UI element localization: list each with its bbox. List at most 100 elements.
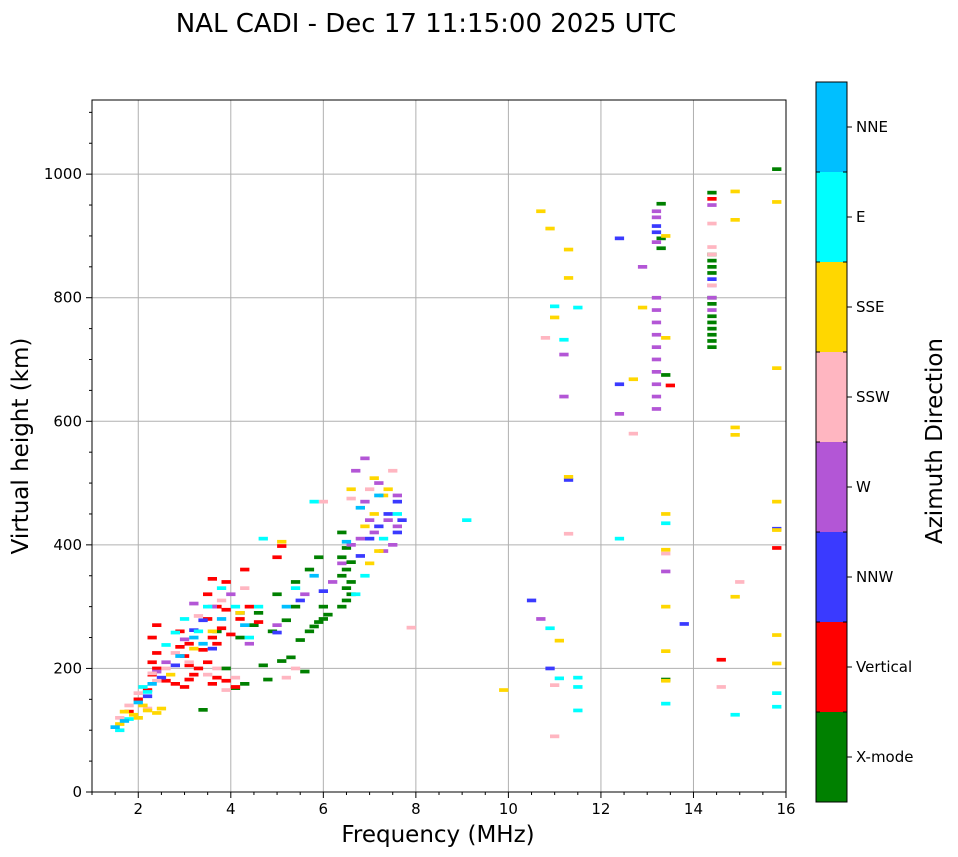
data-point bbox=[272, 630, 282, 635]
data-point bbox=[175, 645, 185, 649]
data-point bbox=[198, 648, 208, 652]
data-point bbox=[656, 201, 666, 206]
colorbar-tick-label: Vertical bbox=[856, 658, 912, 676]
data-point bbox=[661, 551, 671, 556]
data-point bbox=[656, 246, 666, 251]
colorbar-segment bbox=[816, 82, 847, 172]
data-point bbox=[563, 247, 574, 252]
data-point bbox=[295, 638, 305, 642]
data-point bbox=[253, 604, 264, 609]
data-point bbox=[388, 543, 398, 547]
data-point bbox=[651, 224, 662, 228]
data-point bbox=[651, 345, 662, 349]
colorbar: X-mode Vertical NNW W SSW SSE E NNE bbox=[815, 81, 913, 803]
data-point bbox=[216, 617, 227, 621]
data-point bbox=[360, 499, 370, 504]
data-point bbox=[189, 601, 199, 606]
colorbar-tick-label: W bbox=[856, 478, 871, 496]
data-point bbox=[133, 700, 143, 705]
data-point bbox=[304, 567, 315, 572]
plot-area bbox=[92, 100, 786, 792]
data-point bbox=[661, 649, 671, 653]
data-point bbox=[216, 598, 227, 603]
data-point bbox=[170, 630, 180, 635]
data-point bbox=[346, 487, 356, 492]
x-tick-label: 14 bbox=[684, 800, 703, 818]
data-point bbox=[133, 691, 143, 695]
data-point bbox=[637, 265, 648, 269]
data-point bbox=[240, 567, 250, 572]
data-point bbox=[272, 592, 282, 597]
data-points bbox=[110, 167, 782, 739]
data-point bbox=[198, 641, 208, 646]
colorbar-segment bbox=[816, 262, 847, 352]
data-point bbox=[730, 425, 740, 430]
data-point bbox=[651, 407, 662, 411]
data-point bbox=[707, 326, 717, 331]
colorbar-segment bbox=[816, 622, 847, 712]
data-point bbox=[651, 332, 662, 337]
data-point bbox=[360, 524, 370, 529]
data-point bbox=[207, 577, 217, 581]
data-point bbox=[152, 711, 162, 715]
data-point bbox=[314, 555, 324, 560]
data-point bbox=[707, 277, 717, 281]
colorbar-segment bbox=[816, 532, 847, 622]
data-point bbox=[244, 635, 254, 640]
data-point bbox=[341, 598, 352, 603]
colorbar-tick-label: E bbox=[856, 208, 865, 226]
data-point bbox=[772, 499, 782, 504]
data-point bbox=[133, 697, 143, 702]
data-point bbox=[383, 518, 393, 522]
chart-title: NAL CADI - Dec 17 11:15:00 2025 UTC bbox=[176, 9, 676, 39]
data-point bbox=[392, 493, 402, 498]
data-point bbox=[240, 586, 250, 590]
data-point bbox=[661, 336, 671, 340]
data-point bbox=[221, 688, 231, 692]
data-point bbox=[545, 666, 555, 671]
colorbar-segment bbox=[816, 352, 847, 442]
data-point bbox=[221, 666, 231, 671]
data-point bbox=[161, 678, 171, 683]
data-point bbox=[309, 573, 319, 578]
data-point bbox=[147, 671, 157, 676]
data-point bbox=[212, 675, 222, 680]
data-point bbox=[226, 632, 236, 637]
data-point bbox=[707, 265, 717, 269]
data-point bbox=[244, 604, 254, 609]
data-point bbox=[138, 685, 148, 689]
data-point bbox=[378, 549, 389, 553]
data-point bbox=[378, 536, 389, 541]
data-point bbox=[207, 682, 217, 686]
data-point bbox=[772, 167, 782, 171]
data-point bbox=[346, 580, 356, 584]
data-point bbox=[156, 675, 167, 680]
data-point bbox=[369, 512, 379, 516]
data-point bbox=[133, 716, 143, 720]
data-point bbox=[253, 620, 264, 624]
data-point bbox=[392, 524, 402, 529]
data-point bbox=[175, 654, 185, 658]
data-point bbox=[309, 499, 319, 504]
data-point bbox=[614, 236, 625, 241]
x-tick-label: 2 bbox=[133, 800, 143, 818]
y-axis-label: Virtual height (km) bbox=[8, 338, 34, 555]
data-point bbox=[290, 586, 301, 590]
data-point bbox=[462, 518, 472, 522]
data-point bbox=[661, 604, 671, 609]
data-point bbox=[115, 722, 125, 726]
data-point bbox=[651, 230, 662, 235]
data-point bbox=[138, 703, 148, 708]
data-point bbox=[730, 218, 740, 222]
data-point bbox=[559, 394, 569, 399]
colorbar-tick-label: X-mode bbox=[856, 748, 913, 766]
data-point bbox=[184, 677, 194, 682]
y-tick-label: 1000 bbox=[44, 165, 82, 183]
y-tick-label: 600 bbox=[53, 412, 82, 430]
data-point bbox=[290, 580, 301, 584]
data-point bbox=[573, 675, 583, 680]
data-point bbox=[346, 543, 356, 547]
data-point bbox=[365, 536, 375, 541]
data-point bbox=[651, 370, 662, 374]
colorbar-tick-label: NNE bbox=[856, 118, 888, 136]
